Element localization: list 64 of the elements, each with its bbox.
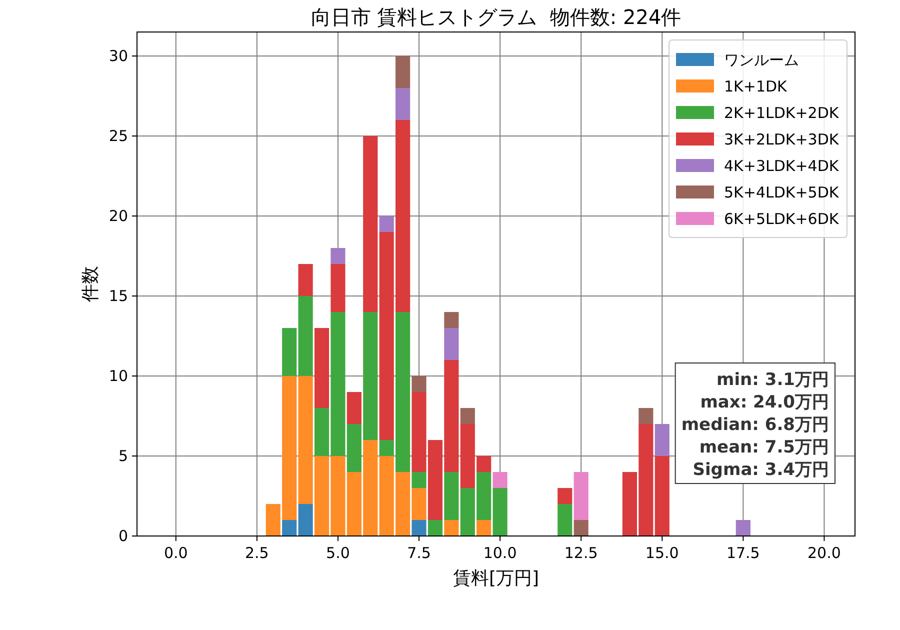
bar — [460, 408, 475, 424]
x-tick-label: 2.5 — [245, 544, 269, 562]
x-tick-label: 15.0 — [645, 544, 679, 562]
legend-label: 5K+4LDK+5DK — [724, 184, 840, 202]
annotation: mean: 7.5万円 — [699, 438, 829, 458]
bar — [492, 488, 508, 536]
bar — [638, 408, 654, 424]
y-tick-label: 15 — [108, 287, 128, 305]
bar — [444, 472, 459, 520]
legend-label: 6K+5LDK+6DK — [724, 210, 840, 228]
bar — [428, 520, 443, 536]
bar — [492, 472, 508, 488]
y-tick-label: 20 — [108, 207, 128, 225]
x-tick-label: 5.0 — [326, 544, 350, 562]
bar — [654, 456, 670, 536]
bar — [282, 520, 297, 536]
bar — [574, 472, 588, 520]
x-tick-label: 12.5 — [564, 544, 598, 562]
y-axis-title: 件数 — [80, 266, 101, 302]
bar — [574, 520, 588, 536]
bar — [396, 88, 410, 120]
bar — [396, 56, 410, 88]
x-tick-label: 7.5 — [407, 544, 431, 562]
bar — [298, 296, 313, 376]
legend-label: ワンルーム — [724, 51, 799, 69]
y-tick-label: 5 — [118, 447, 128, 465]
x-tick-label: 20.0 — [808, 544, 841, 562]
annotation: min: 3.1万円 — [716, 370, 829, 390]
bar — [412, 520, 426, 536]
annotation: max: 24.0万円 — [700, 392, 829, 412]
bar — [363, 136, 378, 312]
bar — [412, 376, 426, 392]
y-tick-label: 30 — [108, 47, 128, 65]
legend-label: 1K+1DK — [724, 78, 788, 96]
bar — [298, 264, 313, 296]
bar — [298, 504, 313, 536]
y-tick-label: 25 — [108, 127, 128, 145]
bar — [412, 472, 426, 488]
bar — [346, 392, 362, 424]
legend-label: 4K+3LDK+4DK — [724, 157, 840, 175]
annotation: median: 6.8万円 — [681, 415, 829, 435]
x-tick-label: 0.0 — [164, 544, 188, 562]
bar — [379, 216, 394, 232]
bar — [444, 312, 459, 328]
bar — [330, 264, 346, 312]
legend-label: 2K+1LDK+2DK — [724, 104, 840, 122]
chart-title: 向日市 賃料ヒストグラム 物件数: 224件 — [310, 5, 682, 29]
bar — [282, 328, 297, 376]
y-tick-label: 0 — [118, 527, 128, 545]
bar — [736, 520, 750, 536]
bar — [476, 520, 492, 536]
bar — [314, 328, 330, 408]
bar — [558, 488, 572, 504]
y-tick-label: 10 — [108, 367, 128, 385]
bar — [330, 248, 346, 264]
bar — [654, 424, 670, 456]
bar — [558, 504, 572, 536]
x-tick-label: 17.5 — [726, 544, 760, 562]
legend-label: 3K+2LDK+3DK — [724, 130, 840, 148]
annotation: Sigma: 3.4万円 — [692, 460, 829, 480]
x-axis-title: 賃料[万円] — [452, 568, 540, 589]
bar — [444, 328, 459, 360]
bar — [444, 520, 459, 536]
x-tick-label: 10.0 — [483, 544, 517, 562]
